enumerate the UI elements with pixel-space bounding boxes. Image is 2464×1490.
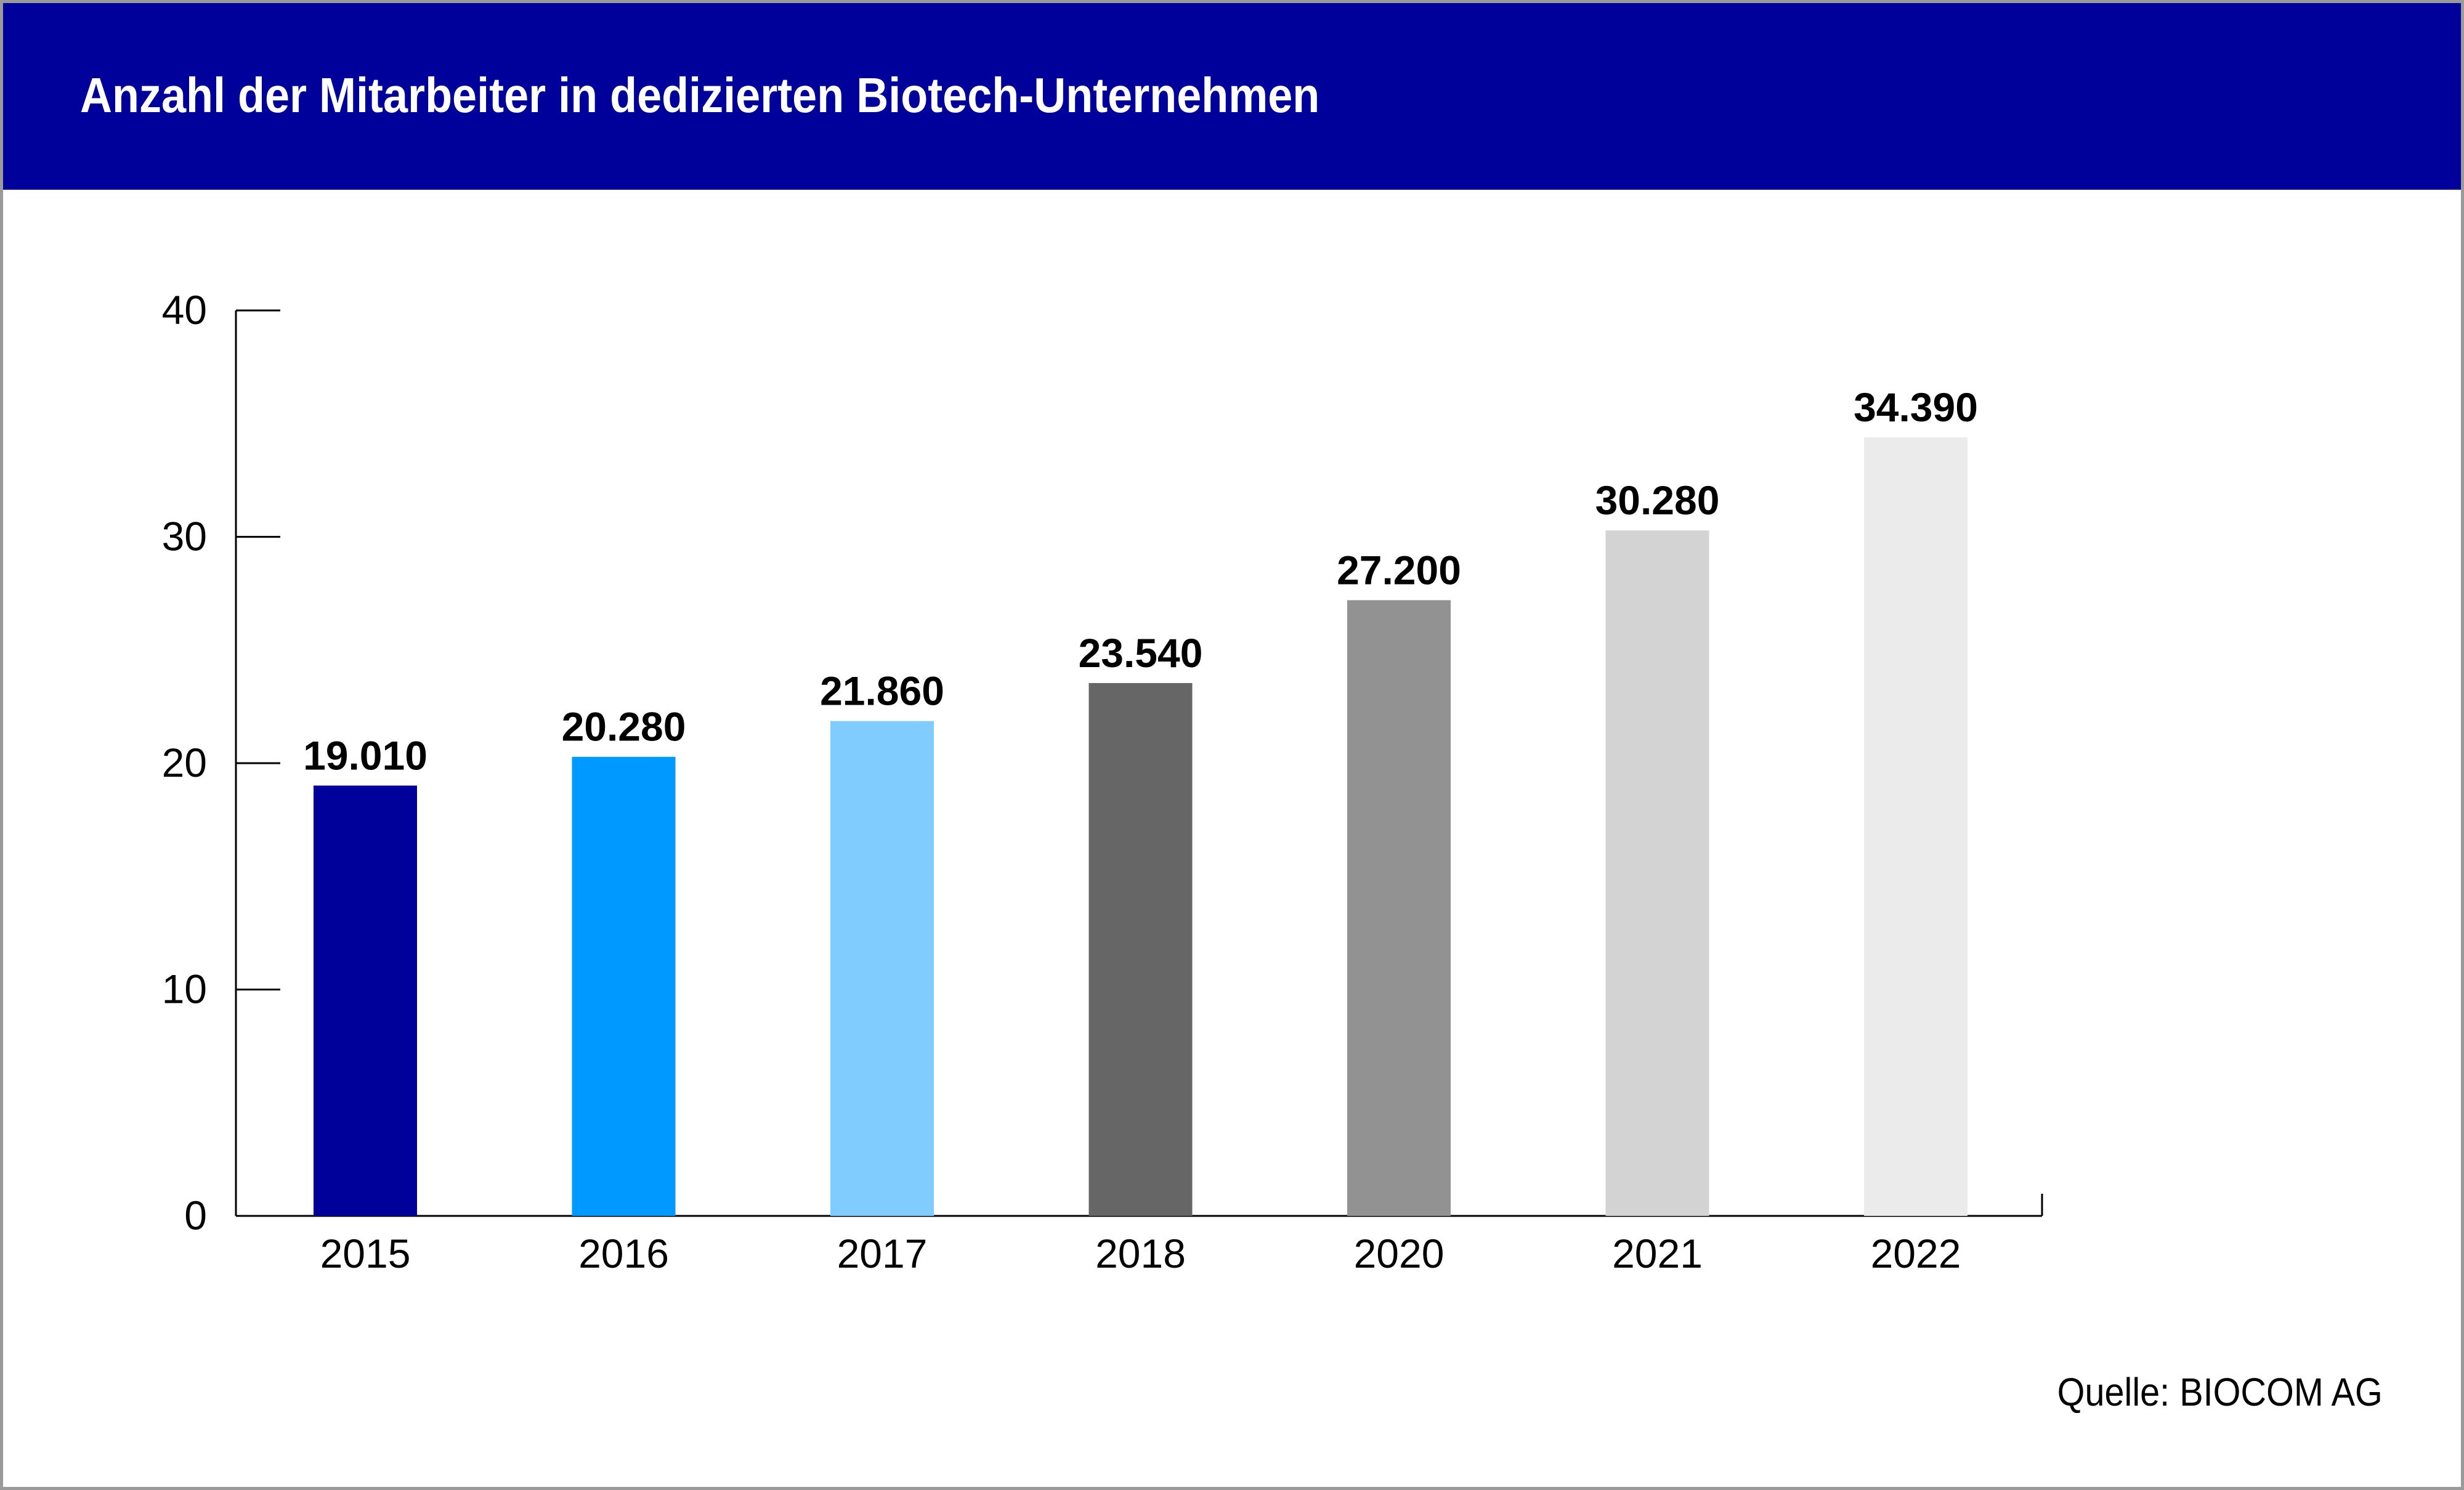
- bar-value-label: 34.390: [1854, 384, 1978, 430]
- bar-value-label: 21.860: [820, 668, 944, 714]
- x-tick-label: 2015: [320, 1231, 411, 1276]
- bar-value-label: 19.010: [303, 732, 428, 778]
- x-tick-label: 2016: [578, 1231, 669, 1276]
- bar-value-label: 30.280: [1595, 477, 1720, 523]
- source-note: Quelle: BIOCOM AG: [2057, 1370, 2383, 1414]
- y-tick-label: 30: [162, 514, 207, 559]
- y-tick-label: 20: [162, 740, 207, 785]
- bar-series: [314, 437, 1968, 1217]
- bar-value-label: 20.280: [562, 704, 686, 750]
- y-tick-label: 10: [162, 966, 207, 1012]
- bar: [1864, 437, 1968, 1216]
- bar-value-label: 27.200: [1337, 547, 1461, 593]
- x-tick-label: 2018: [1095, 1231, 1186, 1276]
- title-banner: Anzahl der Mitarbeiter in dedizierten Bi…: [3, 0, 2461, 190]
- x-tick-label: 2021: [1612, 1231, 1703, 1276]
- y-tick-label: 40: [162, 287, 207, 333]
- chart-title: Anzahl der Mitarbeiter in dedizierten Bi…: [80, 68, 1320, 123]
- bar: [1605, 530, 1709, 1217]
- data-labels: 19.010 2015 20.280 2016 21.860 2017 23.540 2018…: [303, 384, 1978, 1276]
- x-tick-label: 2020: [1354, 1231, 1445, 1276]
- bar: [1347, 600, 1451, 1216]
- bar-value-label: 23.540: [1079, 630, 1203, 676]
- bar: [1088, 682, 1193, 1216]
- bar: [572, 756, 676, 1216]
- chart-axes: 0 10 20 30 40: [162, 287, 2043, 1238]
- bar: [314, 785, 417, 1216]
- bar: [830, 721, 934, 1216]
- y-tick-label: 0: [184, 1192, 207, 1238]
- x-tick-label: 2017: [837, 1231, 928, 1276]
- x-tick-label: 2022: [1871, 1231, 1961, 1276]
